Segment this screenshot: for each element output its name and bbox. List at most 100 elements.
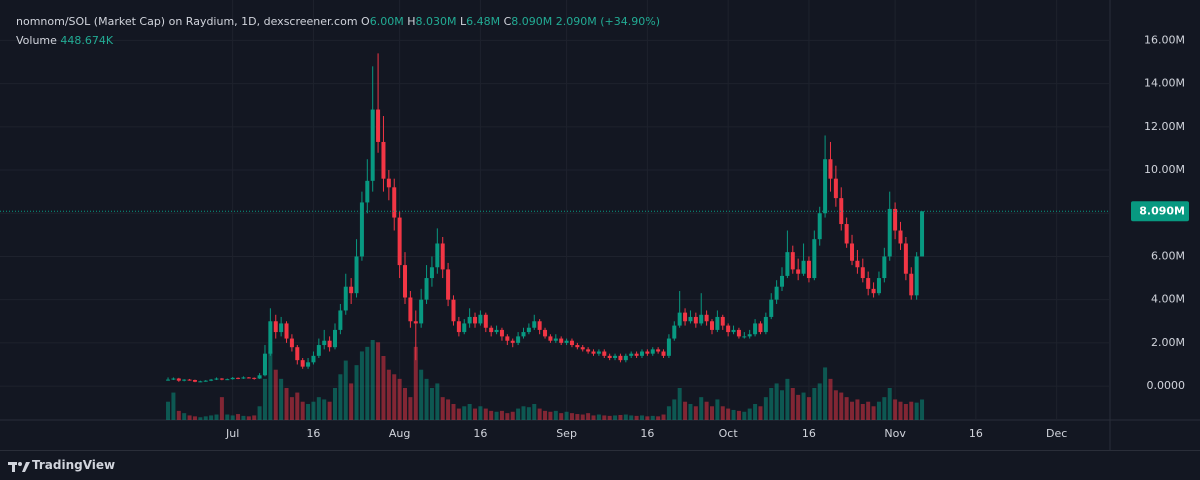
candle-body	[219, 378, 224, 380]
volume-bar	[580, 414, 585, 420]
candle-body	[279, 323, 284, 333]
candle-body	[634, 353, 639, 356]
volume-bar	[365, 346, 370, 420]
volume-bar	[192, 416, 197, 420]
volume-bar	[844, 397, 849, 420]
candle-body	[715, 316, 720, 330]
volume-bar	[704, 401, 709, 420]
candle-body	[903, 243, 908, 274]
candle-body	[478, 314, 483, 324]
legend-row: Volume 448.674K	[16, 31, 660, 50]
candle-body	[451, 299, 456, 322]
volume-bar	[639, 415, 644, 420]
volume-bar	[586, 413, 591, 420]
candle-body	[650, 349, 655, 354]
volume-bar	[246, 416, 251, 420]
candle-body	[381, 141, 386, 179]
candle-body	[440, 243, 445, 270]
x-tick-label: 16	[640, 427, 654, 440]
volume-bar	[419, 369, 424, 420]
volume-bar	[219, 397, 224, 420]
volume-bar	[920, 399, 925, 420]
candle-body	[376, 109, 381, 142]
volume-bar	[478, 406, 483, 420]
candle-body	[591, 351, 596, 354]
candle-body	[370, 109, 375, 181]
candle-body	[860, 267, 865, 279]
volume-bar	[532, 404, 537, 420]
candle-body	[332, 329, 337, 348]
volume-bar	[742, 411, 747, 420]
volume-bar	[780, 390, 785, 420]
volume-bar	[543, 410, 548, 420]
volume-bar	[354, 365, 359, 420]
candle-body	[268, 321, 273, 354]
volume-bar	[456, 408, 461, 420]
candle-body	[252, 377, 257, 379]
candle-body	[758, 323, 763, 333]
volume-bar	[828, 378, 833, 420]
candle-body	[300, 360, 305, 367]
volume-bar	[467, 404, 472, 420]
volume-bar	[435, 383, 440, 420]
candle-body	[532, 321, 537, 328]
legend-value: 8.090M	[511, 15, 553, 28]
candle-body	[575, 345, 580, 348]
volume-bar	[876, 401, 881, 420]
candle-body	[806, 260, 811, 279]
volume-bar	[677, 388, 682, 420]
candle-body	[316, 345, 321, 356]
volume-bar	[230, 415, 235, 420]
candle-body	[666, 338, 671, 356]
volume-bar	[629, 415, 634, 420]
candle-body	[720, 316, 725, 326]
volume-bar	[505, 413, 510, 420]
candle-body	[769, 299, 774, 317]
volume-bar	[736, 410, 741, 420]
candle-body	[166, 379, 171, 381]
volume-bar	[709, 406, 714, 420]
volume-bar	[806, 397, 811, 420]
x-tick-label: Sep	[556, 427, 577, 440]
y-tick-label: 10.00M	[1144, 163, 1185, 176]
volume-bar	[397, 378, 402, 420]
candle-body	[839, 198, 844, 225]
x-tick-label: 16	[969, 427, 983, 440]
volume-bar	[893, 399, 898, 420]
chart-title: nomnom/SOL (Market Cap) on Raydium, 1D, …	[16, 15, 358, 28]
candle-body	[537, 321, 542, 330]
candle-body	[618, 355, 623, 361]
logo	[8, 462, 30, 472]
footer-brand[interactable]: TradingView	[32, 458, 116, 472]
candle-body	[236, 377, 241, 379]
volume-bar	[785, 378, 790, 420]
volume-bar	[591, 415, 596, 420]
candle-body	[489, 327, 494, 333]
candle-body	[214, 378, 219, 380]
legend-key: H	[407, 15, 416, 28]
y-tick-label: 6.00M	[1151, 249, 1185, 262]
candle-body	[359, 202, 364, 257]
volume-bar	[171, 392, 176, 420]
candle-body	[225, 379, 230, 381]
volume-bar	[521, 406, 526, 420]
candle-body	[753, 323, 758, 335]
volume-bar	[392, 374, 397, 420]
volume-bar	[284, 388, 289, 420]
volume-bar	[510, 411, 515, 420]
candle-body	[629, 353, 634, 356]
candle-body	[920, 211, 925, 257]
candle-body	[548, 336, 553, 341]
volume-bar	[575, 414, 580, 420]
legend-key: O	[361, 15, 370, 28]
volume-bar	[376, 342, 381, 420]
volume-bar	[661, 414, 666, 420]
change: 2.090M (+34.90%)	[555, 15, 660, 28]
candle-body	[731, 329, 736, 333]
volume-bar	[634, 415, 639, 420]
volume-bar	[672, 399, 677, 420]
candle-body	[639, 351, 644, 356]
y-tick-label: 4.00M	[1151, 293, 1185, 306]
candle-body	[209, 379, 214, 381]
volume-bar	[279, 378, 284, 420]
